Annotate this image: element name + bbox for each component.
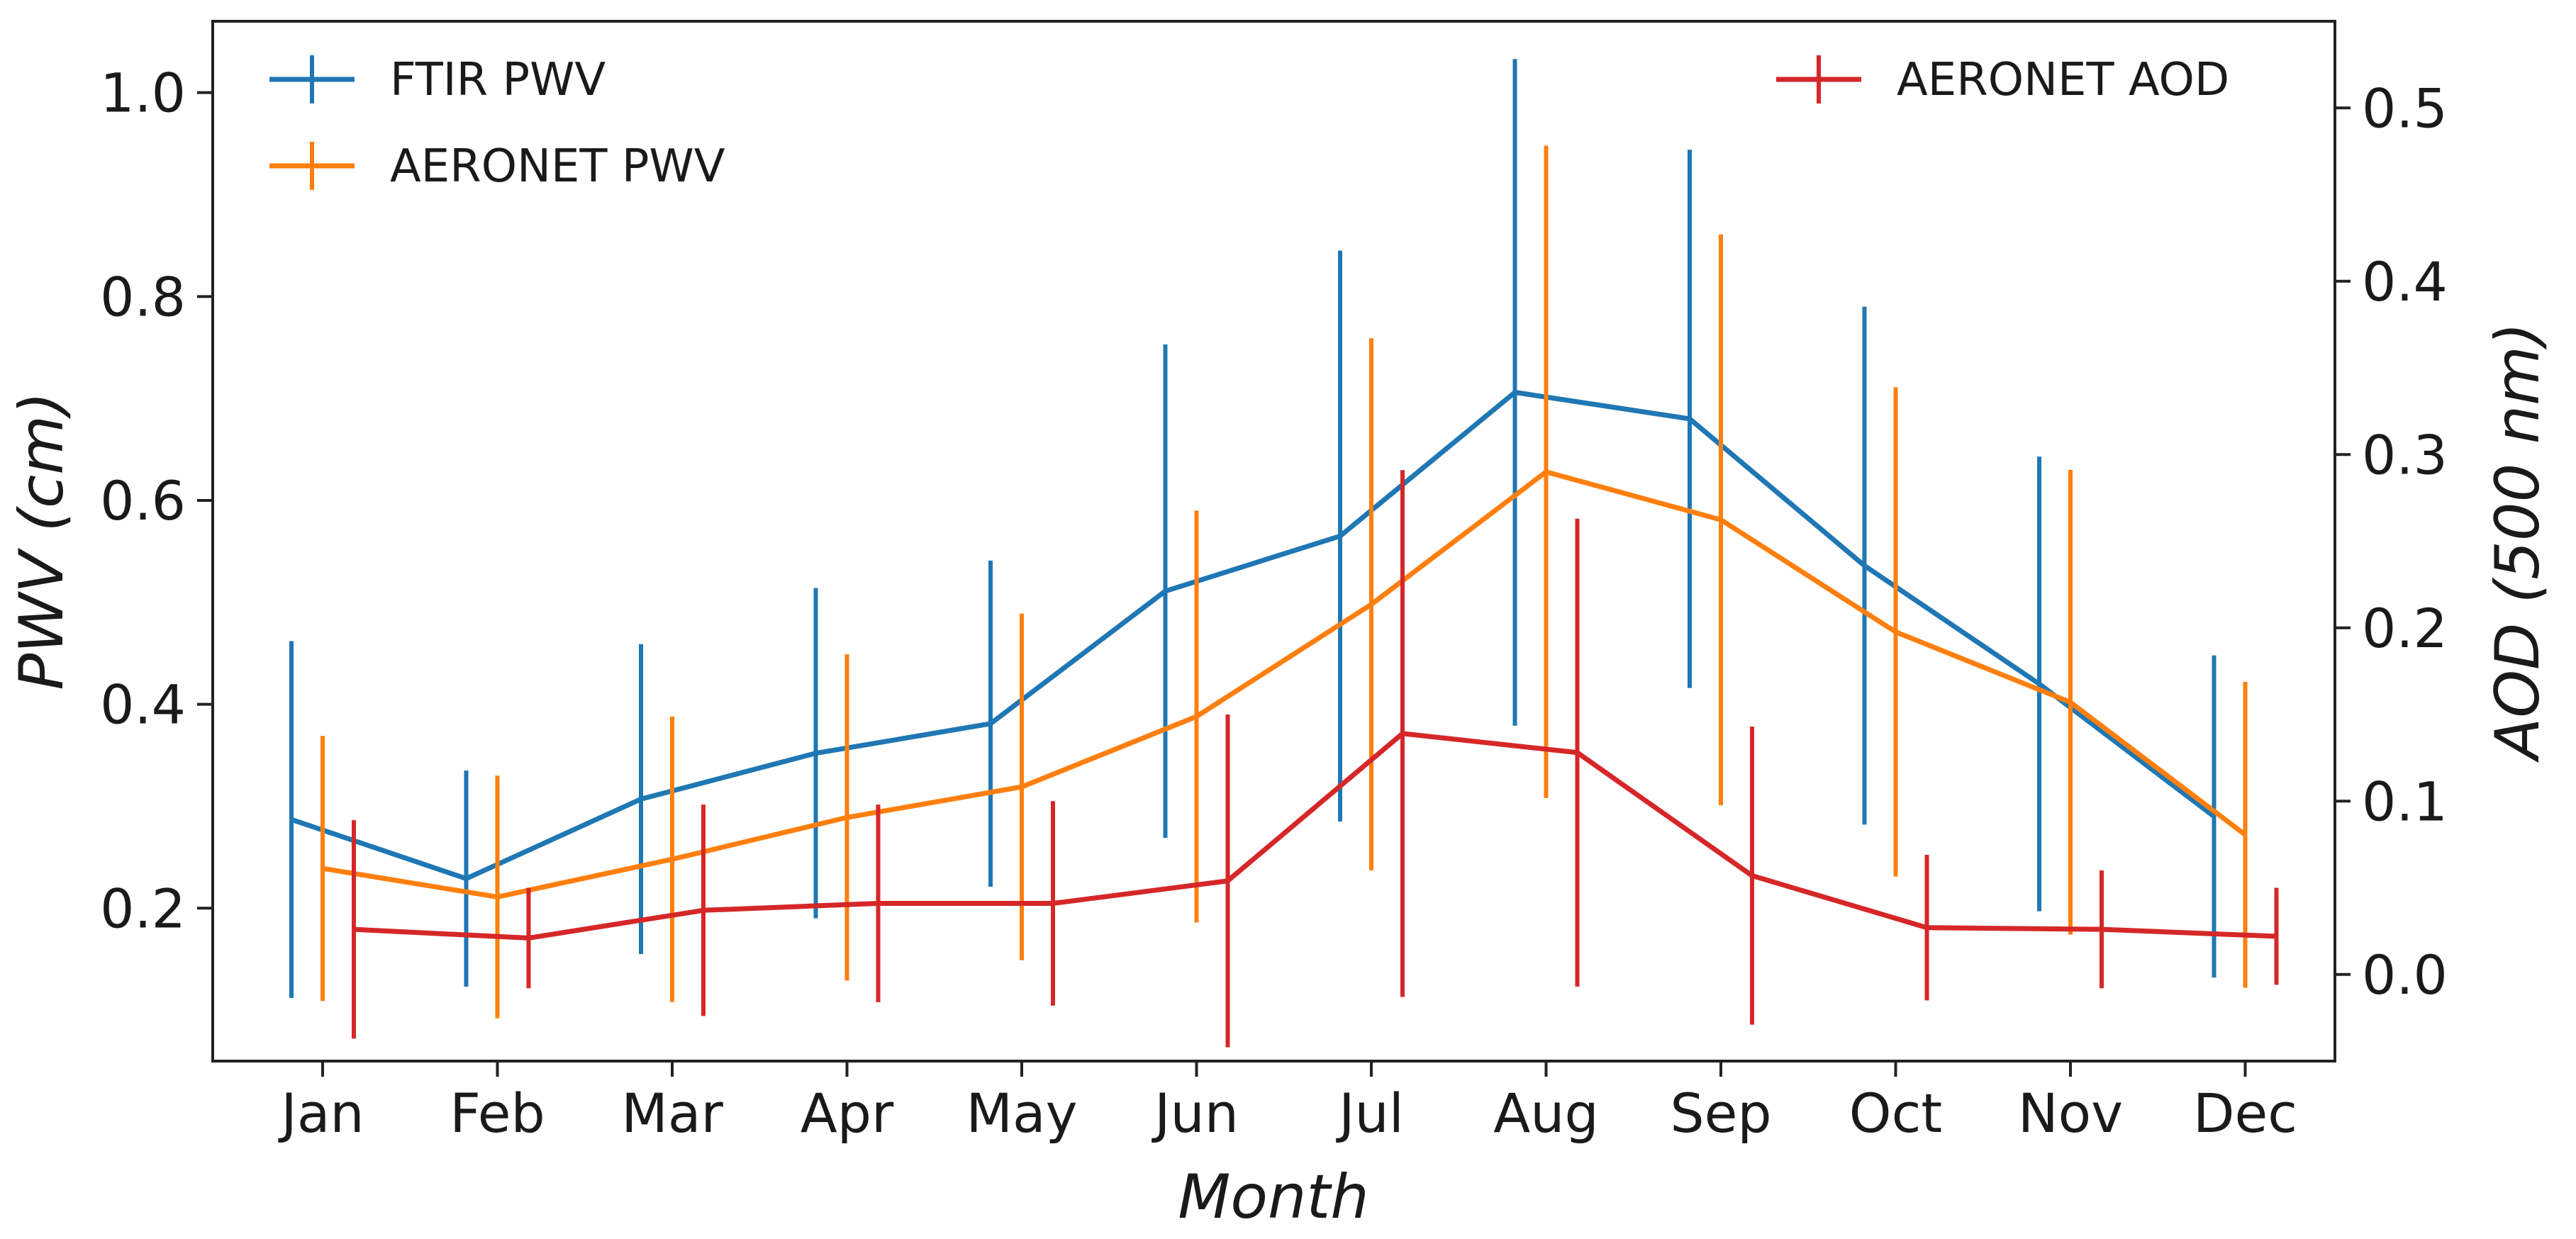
legend-label: AERONET PWV [390,140,725,193]
legend-entry-ftir-pwv: FTIR PWV [269,54,606,106]
x-tick-label-jul: Jul [1336,1082,1404,1145]
y-right-tick-label: 0.0 [2362,943,2448,1007]
x-tick-label-dec: Dec [2193,1082,2297,1145]
plot-marks [289,59,2279,1048]
y-right-tick-label: 0.4 [2362,250,2448,313]
legend-label: FTIR PWV [390,54,606,106]
y-right-tick-label: 0.1 [2362,770,2448,833]
x-tick-label-jun: Jun [1152,1082,1239,1145]
x-tick-label-apr: Apr [801,1082,894,1145]
x-tick-label-sep: Sep [1670,1082,1771,1145]
x-tick-label-aug: Aug [1493,1082,1598,1145]
x-tick-label-may: May [966,1082,1077,1145]
series-line-aeronet-pwv [322,469,2247,899]
y-axis-label-right: AOD (500 nm) [2482,323,2553,763]
series-line-aeronet-aod [353,731,2277,941]
x-tick-label-nov: Nov [2018,1082,2123,1145]
axes: Jan Feb Mar Apr May Jun Jul Aug Sep Oct Nov Dec 0.2 0… [100,62,2448,1145]
y-left-tick-label: 0.8 [100,265,186,328]
y-right-tick-label: 0.2 [2362,597,2448,660]
y-right-tick-label: 0.5 [2362,77,2448,140]
y-axis-label-left: PWV (cm) [6,391,77,690]
plot-frame [211,20,2336,1063]
legend-label: AERONET AOD [1897,54,2229,106]
y-left-tick-label: 0.2 [100,877,186,940]
legend-entry-aeronet-aod: AERONET AOD [1776,54,2229,106]
y-right-tick-label: 0.3 [2362,423,2448,486]
legend: FTIR PWV AERONET PWV AERONET AOD [269,54,2229,193]
y-left-tick-label: 0.6 [100,469,186,532]
x-tick-label-feb: Feb [450,1082,545,1145]
x-axis-label: Month [1178,1162,1369,1233]
x-tick-label-mar: Mar [621,1082,723,1145]
series-aeronet-pwv [320,145,2248,1019]
y-left-tick-label: 0.4 [100,673,186,736]
x-tick-label-oct: Oct [1849,1082,1942,1145]
y-left-tick-label: 1.0 [100,62,186,125]
legend-entry-aeronet-pwv: AERONET PWV [269,140,725,193]
series-aeronet-aod [352,470,2279,1048]
x-tick-label-jan: Jan [278,1082,364,1145]
